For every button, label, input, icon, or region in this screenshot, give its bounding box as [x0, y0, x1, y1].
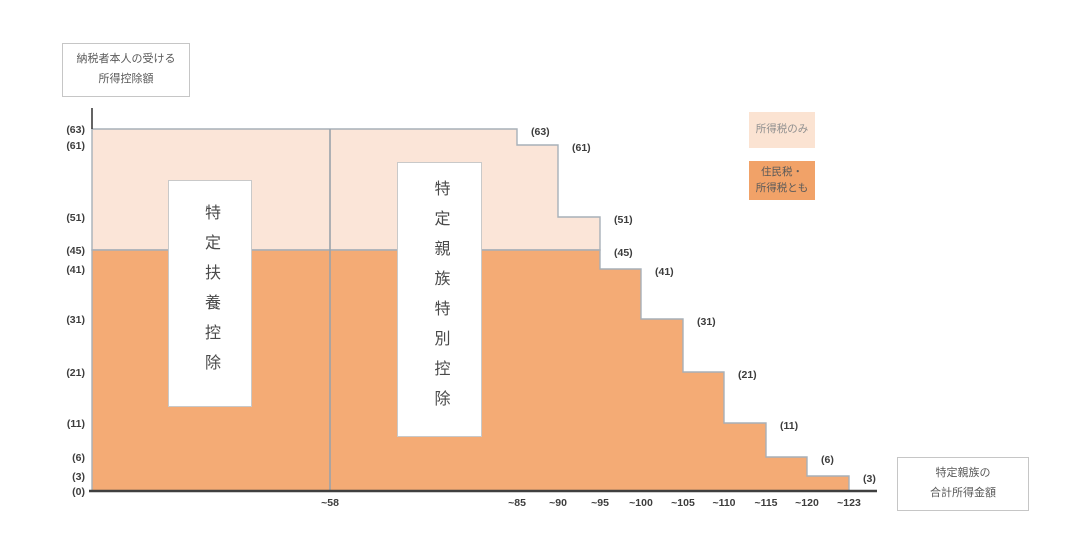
x-tick-label: ~58	[321, 497, 339, 509]
step-value-label: (61)	[572, 142, 591, 154]
y-tick-label: (0)	[72, 486, 85, 498]
legend-label-income-tax-only: 所得税のみ	[755, 123, 809, 136]
y-tick-label: (6)	[72, 452, 85, 464]
y-tick-label: (11)	[67, 418, 85, 430]
step-value-label: (63)	[531, 126, 550, 138]
y-axis-label-line2: 所得控除額	[98, 73, 154, 85]
x-tick-label: ~95	[591, 497, 609, 509]
y-tick-label: (3)	[72, 471, 85, 483]
y-tick-label: (41)	[66, 264, 85, 276]
y-axis-label-box: 納税者本人の受ける 所得控除額	[62, 43, 190, 97]
legend-item-resident-and-income-tax: 住民税・ 所得税とも	[749, 161, 815, 200]
x-axis-label-line1: 特定親族の	[935, 467, 991, 480]
x-tick-label: ~90	[549, 497, 567, 509]
step-value-label: (31)	[697, 316, 716, 328]
annotation-box-tokutei-fuyo-kojo: 特定扶養控除	[168, 180, 252, 407]
x-axis-label-line2: 合計所得金額	[930, 487, 996, 499]
y-axis-label-line1: 納税者本人の受ける	[76, 53, 176, 66]
x-tick-label: ~123	[837, 497, 861, 509]
step-value-label: (11)	[780, 420, 798, 432]
x-tick-label: ~100	[629, 497, 653, 509]
y-tick-label: (51)	[66, 212, 85, 224]
y-tick-label: (21)	[66, 367, 85, 379]
step-value-label: (21)	[738, 369, 757, 381]
annotation-box-tokutei-shinzoku-tokubetsu-kojo: 特定親族特別控除	[397, 162, 482, 437]
legend-label-resident-tax-line: 住民税・	[761, 165, 803, 178]
step-value-label: (51)	[614, 214, 633, 226]
x-tick-label: ~110	[712, 497, 735, 509]
annotation-text-tokutei-fuyo-kojo: 特定扶養控除	[202, 203, 219, 384]
y-tick-label: (45)	[66, 245, 85, 257]
x-tick-label: ~115	[754, 497, 777, 509]
y-tick-label: (63)	[66, 124, 85, 136]
step-value-label: (45)	[614, 247, 633, 259]
y-tick-label: (61)	[66, 140, 85, 152]
step-value-label: (6)	[821, 454, 834, 466]
step-value-label: (41)	[655, 266, 674, 278]
y-tick-label: (31)	[66, 314, 85, 326]
x-tick-label: ~85	[508, 497, 526, 509]
legend-item-income-tax-only: 所得税のみ	[749, 112, 815, 148]
step-value-label: (3)	[863, 473, 876, 485]
x-tick-label: ~105	[671, 497, 695, 509]
x-axis-label-box: 特定親族の 合計所得金額	[897, 457, 1029, 511]
annotation-text-tokutei-shinzoku-tokubetsu-kojo: 特定親族特別控除	[431, 179, 449, 420]
legend-label-income-tax-line: 所得税とも	[755, 181, 809, 194]
x-tick-label: ~120	[795, 497, 819, 509]
